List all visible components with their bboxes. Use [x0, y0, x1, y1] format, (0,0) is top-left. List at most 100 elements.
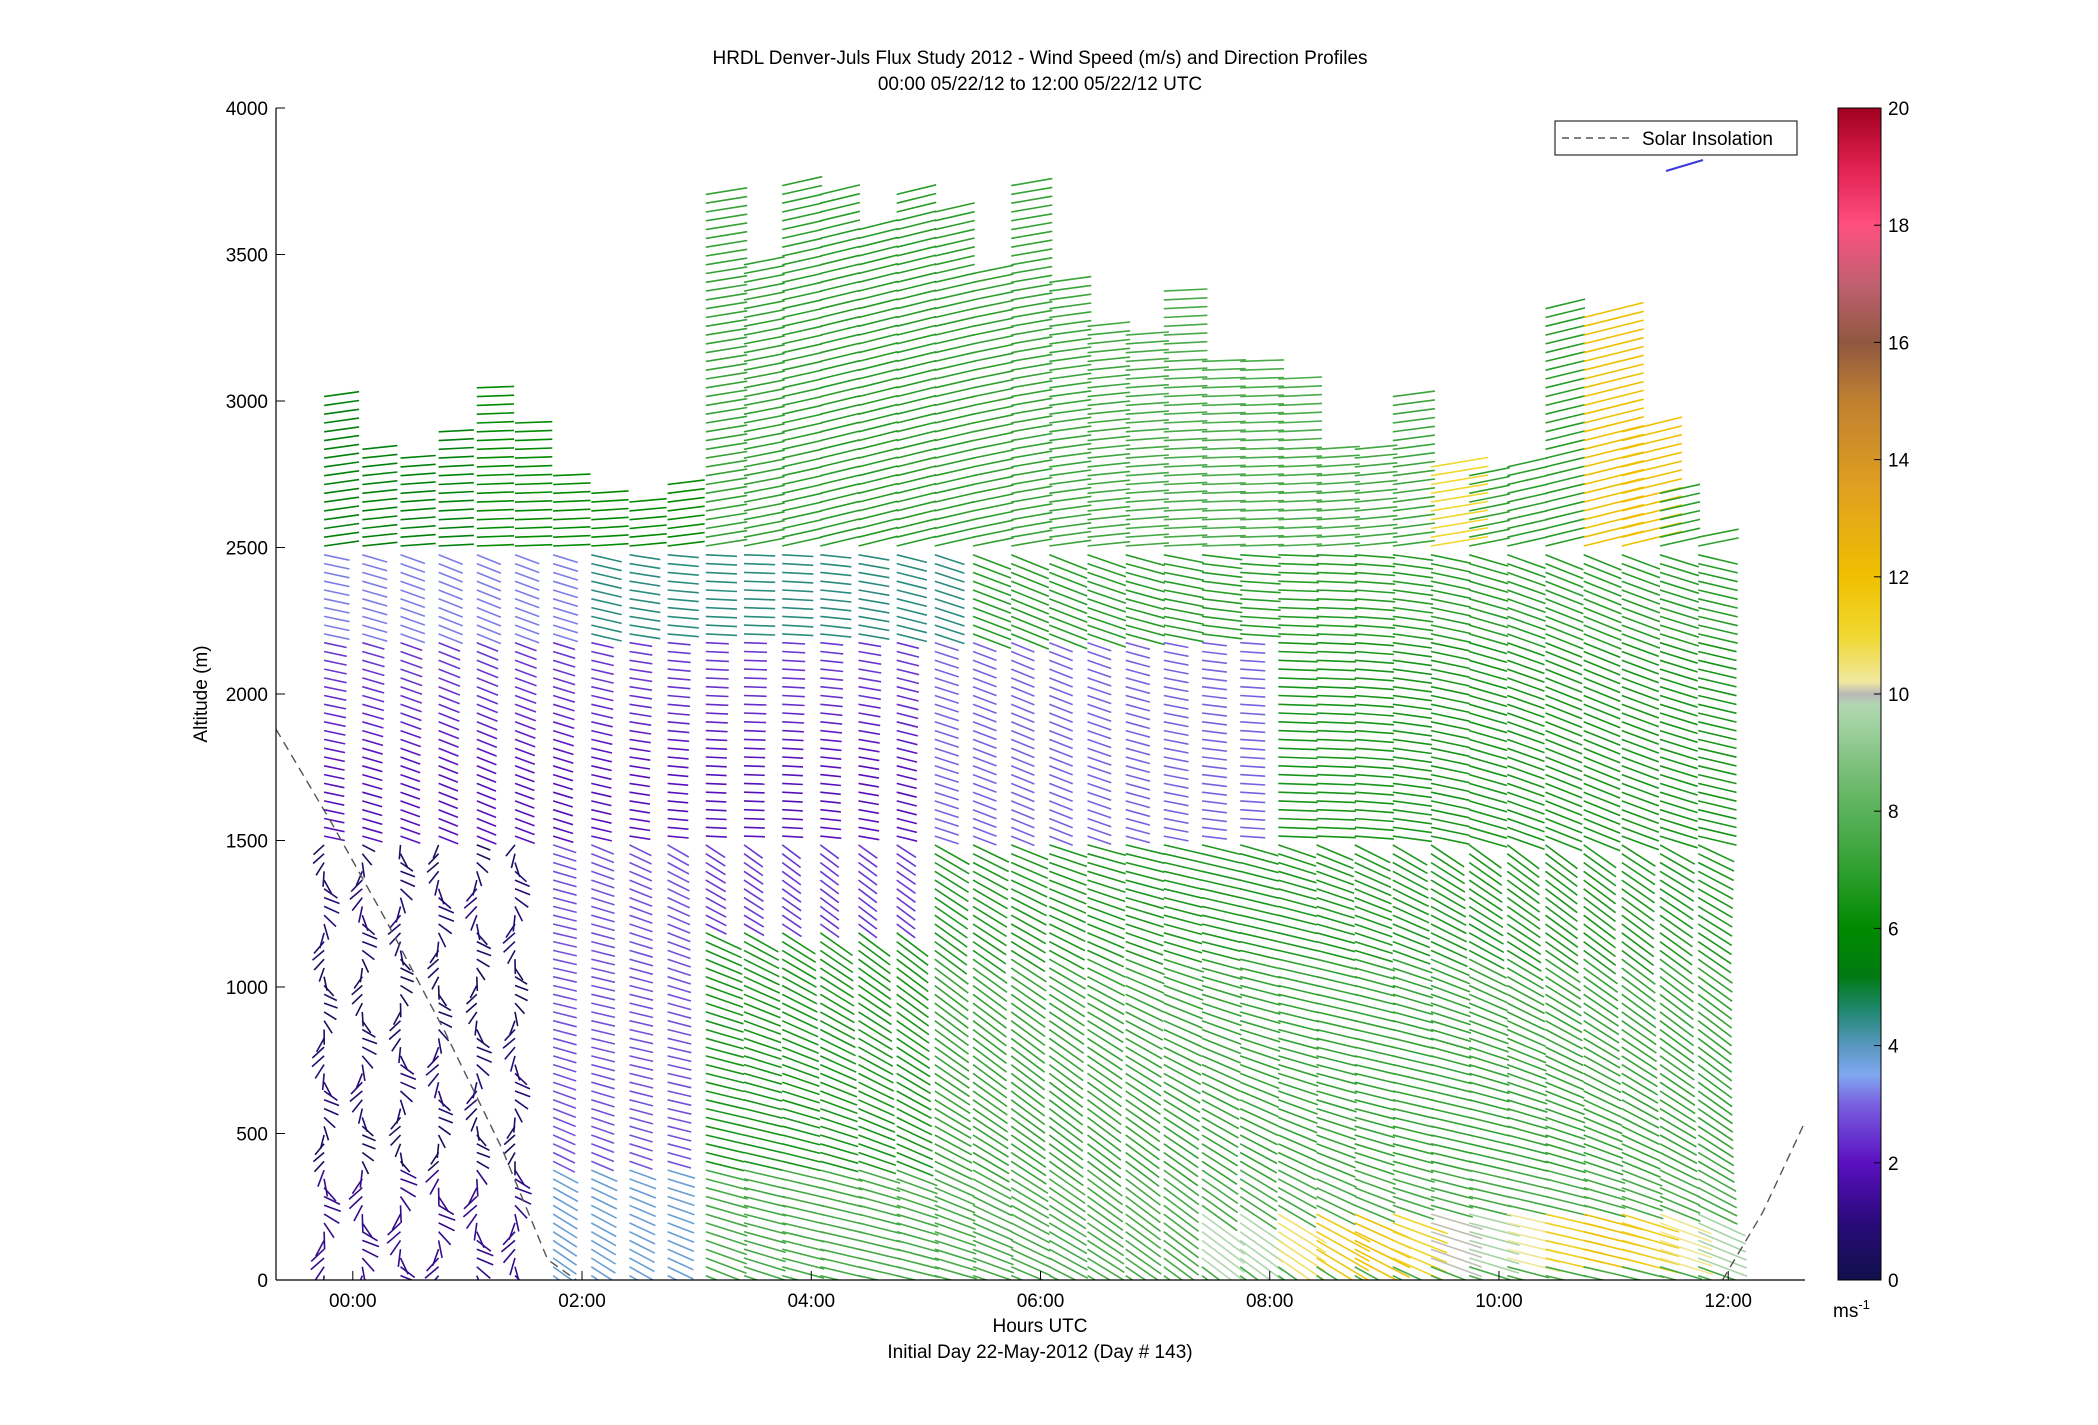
wind-vector [705, 283, 748, 292]
wind-vector [1354, 1002, 1396, 1014]
wind-vector [1125, 589, 1166, 602]
wind-vector [1468, 694, 1508, 708]
wind-vector [1697, 1134, 1734, 1159]
wind-vector [1163, 1099, 1201, 1123]
wind-vector [1278, 826, 1318, 830]
wind-vector [781, 1028, 819, 1046]
wind-vector [1507, 1134, 1549, 1147]
wind-vector [1278, 949, 1318, 961]
wind-vector [1240, 641, 1266, 646]
wind-vector [1659, 967, 1694, 994]
wind-vector [1278, 958, 1320, 970]
wind-vector [934, 905, 969, 930]
wind-vector [896, 835, 918, 842]
wind-vector [705, 668, 729, 671]
wind-vector [1011, 441, 1053, 451]
wind-vector [1240, 359, 1285, 363]
wind-vector [781, 1257, 825, 1270]
wind-vector [934, 624, 965, 636]
wind-vector [896, 1028, 930, 1053]
wind-vector [629, 870, 653, 882]
wind-vector [1087, 1072, 1123, 1099]
wind-vector [1621, 1143, 1661, 1162]
wind-vector [667, 967, 692, 977]
wind-vector [1621, 835, 1660, 851]
wind-vector [1507, 729, 1545, 745]
wind-vector [1163, 1072, 1201, 1095]
wind-vector [1354, 1028, 1396, 1040]
wind-vector [1240, 367, 1285, 371]
wind-vector [896, 1055, 931, 1078]
wind-vector [514, 571, 540, 583]
wind-vector [1011, 336, 1053, 345]
wind-vector [323, 1231, 326, 1250]
wind-vector [1430, 896, 1467, 918]
wind-vector [1392, 1239, 1448, 1264]
wind-vector [781, 1266, 825, 1279]
wind-vector [667, 580, 699, 585]
wind-vector [743, 1143, 783, 1154]
wind-vector [1583, 1195, 1626, 1210]
wind-vector [1163, 615, 1204, 625]
wind-vector [858, 756, 880, 762]
wind-vector [896, 351, 937, 363]
wind-vector [476, 976, 479, 992]
wind-vector [934, 580, 965, 592]
wind-vector [552, 1046, 577, 1055]
wind-vector [1659, 1160, 1698, 1181]
wind-vector [1163, 914, 1203, 927]
wind-vector [1469, 502, 1510, 512]
wind-vector [1621, 624, 1661, 641]
wind-vector [552, 984, 577, 992]
wind-vector [629, 852, 652, 865]
wind-vector [743, 449, 785, 459]
wind-vector [934, 333, 975, 345]
wind-vector [934, 360, 975, 371]
wind-vector [552, 879, 577, 888]
wind-vector [705, 318, 748, 328]
wind-vector [629, 949, 654, 958]
wind-vector [1087, 435, 1131, 442]
wind-vector [1621, 668, 1660, 684]
wind-vector [1468, 606, 1509, 620]
wind-vector [438, 437, 474, 442]
wind-vector [361, 1028, 376, 1038]
wind-vector [896, 1002, 930, 1027]
wind-vector [1697, 1081, 1733, 1108]
wind-vector [1163, 721, 1189, 728]
wind-vector [1163, 624, 1204, 634]
wind-vector [1583, 773, 1621, 791]
wind-vector [1163, 650, 1189, 658]
wind-vector [1354, 444, 1398, 451]
wind-vector [400, 641, 423, 652]
wind-vector [400, 712, 422, 722]
wind-vector [1278, 1055, 1319, 1069]
wind-vector [476, 871, 483, 887]
wind-vector [323, 914, 337, 928]
wind-vector [362, 480, 398, 486]
wind-vector [476, 1029, 485, 1044]
wind-vector [1010, 1072, 1046, 1100]
wind-vector [1011, 353, 1053, 363]
wind-vector [400, 516, 436, 521]
wind-vector [858, 606, 890, 614]
wind-vector [1316, 765, 1356, 769]
wind-vector [1621, 1151, 1661, 1170]
wind-vector [1049, 302, 1092, 310]
wind-vector [1430, 589, 1471, 600]
wind-vector [512, 915, 516, 932]
wind-vector [934, 712, 959, 722]
wind-vector [667, 1248, 695, 1262]
wind-vector [1163, 420, 1208, 424]
wind-vector [1583, 407, 1644, 424]
wind-vector [1087, 1266, 1112, 1280]
wind-vector [1201, 650, 1227, 656]
wind-vector [1659, 844, 1696, 865]
wind-vector [781, 1134, 821, 1146]
wind-vector [705, 1125, 745, 1136]
wind-vector [1049, 311, 1092, 319]
wind-vector [1278, 800, 1318, 804]
wind-vector [1430, 659, 1470, 670]
wind-vector [1125, 835, 1151, 844]
wind-vector [629, 633, 661, 640]
